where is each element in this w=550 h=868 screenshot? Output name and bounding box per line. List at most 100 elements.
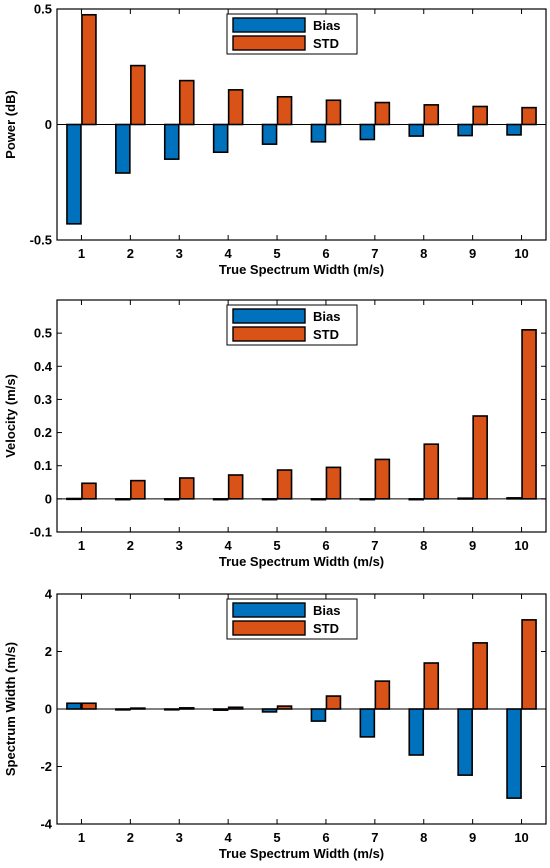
x-tick-label: 5 xyxy=(273,830,280,845)
chart-panel-2: -0.1 0 0.1 0.2 0.3 0.4 0.5 1 2 3 4 5 6 7 8 9 10 True Spec… xyxy=(3,299,547,569)
legend-label-std: STD xyxy=(313,327,339,342)
legend-swatch-bias xyxy=(232,308,306,324)
bias-bar-6 xyxy=(310,708,327,722)
y-tick-label: 0.4 xyxy=(34,359,53,374)
x-tick-label: 8 xyxy=(420,246,427,261)
y-tick-label: 0 xyxy=(45,117,52,132)
std-bar-7 xyxy=(374,101,391,126)
std-bar-6 xyxy=(325,695,342,710)
std-bar-4 xyxy=(227,89,244,126)
x-tick-label: 3 xyxy=(176,830,183,845)
std-bar-10 xyxy=(521,329,537,500)
x-tick-label: 9 xyxy=(469,538,476,553)
x-axis-label: True Spectrum Width (m/s) xyxy=(219,554,384,569)
legend-swatch-bias xyxy=(232,602,306,618)
bias-bar-8 xyxy=(408,708,425,756)
x-axis-label: True Spectrum Width (m/s) xyxy=(219,846,384,861)
std-bar-5 xyxy=(276,469,293,500)
legend-swatch-bias xyxy=(232,17,306,33)
x-tick-label: 5 xyxy=(273,538,280,553)
legend-label-std: STD xyxy=(313,36,339,51)
x-tick-label: 4 xyxy=(225,830,233,845)
y-tick-label: 0.3 xyxy=(34,392,52,407)
y-tick-label: 0.5 xyxy=(34,326,52,341)
x-tick-label: 3 xyxy=(176,538,183,553)
x-tick-label: 1 xyxy=(78,830,85,845)
axes-box xyxy=(56,299,547,533)
std-bar-10 xyxy=(521,106,537,126)
legend-swatch-std xyxy=(232,620,306,636)
y-tick-label: -2 xyxy=(40,759,52,774)
std-bar-3 xyxy=(178,79,195,126)
x-tick-label: 7 xyxy=(371,830,378,845)
std-bar-7 xyxy=(374,680,391,710)
std-bar-8 xyxy=(423,662,440,710)
std-bar-10 xyxy=(521,619,537,710)
x-tick-label: 8 xyxy=(420,538,427,553)
x-tick-label: 10 xyxy=(514,538,528,553)
y-tick-label: -0.1 xyxy=(30,525,52,540)
x-tick-label: 9 xyxy=(469,830,476,845)
std-bar-1 xyxy=(81,702,97,710)
bias-bar-10 xyxy=(506,708,522,799)
std-bar-5 xyxy=(276,95,293,126)
std-bar-2 xyxy=(130,479,146,500)
x-tick-label: 6 xyxy=(322,538,329,553)
std-bar-1 xyxy=(81,13,97,126)
chart-panel-3: -4 -2 0 2 4 1 2 3 4 5 6 7 8 9 10 True Spectrum Width (m… xyxy=(3,587,547,861)
legend: Bias STD xyxy=(226,598,358,640)
std-bar-9 xyxy=(472,105,488,126)
legend-label-bias: Bias xyxy=(313,309,340,324)
x-tick-label: 3 xyxy=(176,246,183,261)
x-tick-label: 4 xyxy=(225,246,233,261)
legend-label-bias: Bias xyxy=(313,18,340,33)
x-tick-label: 2 xyxy=(127,538,134,553)
x-tick-label: 10 xyxy=(514,246,528,261)
std-bar-6 xyxy=(325,466,342,500)
legend-label-bias: Bias xyxy=(313,603,340,618)
std-bar-8 xyxy=(423,443,440,500)
legend-label-std: STD xyxy=(313,621,339,636)
legend: Bias STD xyxy=(226,13,358,55)
bias-bar-7 xyxy=(359,123,376,141)
legend-swatch-std xyxy=(232,326,306,342)
bias-bar-10 xyxy=(506,123,522,136)
y-axis-label: Spectrum Width (m/s) xyxy=(3,642,18,776)
x-tick-label: 2 xyxy=(127,830,134,845)
x-tick-label: 1 xyxy=(78,246,85,261)
y-axis-label: Power (dB) xyxy=(3,90,18,159)
y-tick-label: 2 xyxy=(45,644,52,659)
x-tick-label: 10 xyxy=(514,830,528,845)
y-axis-label: Velocity (m/s) xyxy=(3,374,18,458)
std-bar-9 xyxy=(472,642,488,710)
bias-bar-1 xyxy=(66,702,82,710)
bias-bar-7 xyxy=(359,708,376,738)
y-tick-label: 0.1 xyxy=(34,458,52,473)
std-bar-8 xyxy=(423,104,440,126)
std-bar-4 xyxy=(227,474,244,500)
x-tick-label: 2 xyxy=(127,246,134,261)
x-tick-label: 6 xyxy=(322,246,329,261)
bias-bar-9 xyxy=(457,123,473,137)
bias-bar-2 xyxy=(115,123,131,174)
std-bar-9 xyxy=(472,415,488,500)
std-bar-2 xyxy=(130,64,146,126)
x-tick-label: 7 xyxy=(371,246,378,261)
y-tick-label: -4 xyxy=(40,817,52,832)
chart-panel-1: -0.5 0 0.5 1 2 3 4 5 6 7 8 9 10 True Spectrum Width (… xyxy=(3,2,547,277)
bias-bar-6 xyxy=(310,123,327,143)
x-tick-label: 4 xyxy=(225,538,233,553)
x-tick-label: 7 xyxy=(371,538,378,553)
y-tick-label: 0.2 xyxy=(34,425,52,440)
y-tick-label: -0.5 xyxy=(30,233,52,248)
bias-bar-4 xyxy=(212,123,229,154)
x-tick-label: 1 xyxy=(78,538,85,553)
legend: Bias STD xyxy=(226,304,358,346)
std-bar-1 xyxy=(81,482,97,500)
y-tick-label: 0 xyxy=(45,702,52,717)
x-axis-label: True Spectrum Width (m/s) xyxy=(219,262,384,277)
x-tick-label: 6 xyxy=(322,830,329,845)
x-tick-label: 8 xyxy=(420,830,427,845)
std-bar-3 xyxy=(178,477,195,500)
